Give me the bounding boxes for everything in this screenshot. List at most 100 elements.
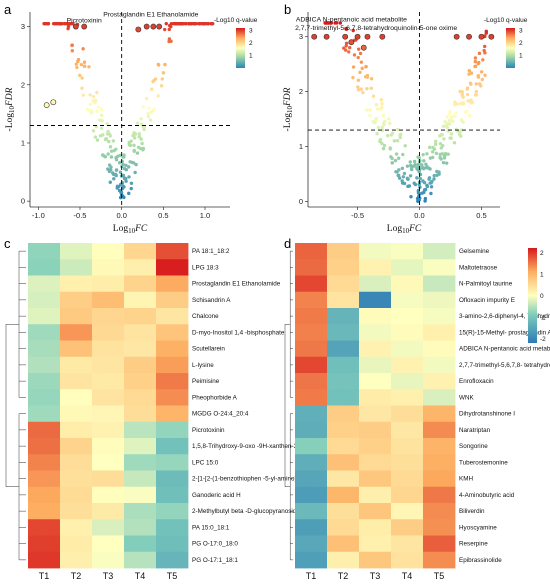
data-point <box>96 105 100 109</box>
heat-cell <box>92 259 104 276</box>
heat-cell <box>380 551 392 569</box>
heat-cell <box>102 454 114 471</box>
data-point <box>43 21 47 26</box>
x-tick-label: -0.5 <box>74 211 87 220</box>
data-point <box>82 60 87 64</box>
data-point <box>95 90 99 95</box>
heat-cell <box>113 503 125 520</box>
data-point <box>431 145 435 150</box>
heat-cell <box>412 324 424 341</box>
data-point <box>147 106 151 110</box>
heat-cell <box>134 389 146 406</box>
data-point <box>473 93 478 97</box>
heat-cell <box>348 421 360 439</box>
data-point <box>342 46 346 50</box>
heat-cell <box>391 259 403 276</box>
data-point <box>79 62 84 67</box>
heat-cell <box>337 470 349 488</box>
heat-cell <box>412 470 424 488</box>
heat-cell <box>92 308 104 325</box>
data-point <box>387 117 391 121</box>
row-label: Naratriptan <box>459 427 491 434</box>
heat-cell <box>70 243 82 260</box>
heat-cell <box>102 503 114 520</box>
data-point <box>117 161 122 165</box>
heat-cell <box>444 486 456 504</box>
data-point <box>109 168 113 172</box>
heat-cell <box>38 454 50 471</box>
data-point <box>107 163 112 167</box>
data-point <box>137 135 141 139</box>
heat-cell <box>38 503 50 520</box>
data-point <box>379 97 384 102</box>
heat-cell <box>380 291 392 309</box>
heat-cell <box>166 503 178 520</box>
heat-cell <box>156 324 168 341</box>
data-point <box>87 65 91 69</box>
heat-cell <box>433 486 445 504</box>
heat-cell <box>113 405 125 423</box>
data-point <box>51 21 56 26</box>
heat-cell <box>444 470 456 488</box>
data-point <box>482 44 487 49</box>
heat-cell <box>295 535 307 553</box>
heat-cell <box>70 454 82 471</box>
data-point <box>181 21 185 26</box>
data-point <box>394 152 399 156</box>
heat-cell <box>102 373 114 390</box>
heat-cell <box>166 275 178 293</box>
heat-cell <box>359 259 371 276</box>
data-point <box>98 134 103 138</box>
heat-cell <box>102 421 114 439</box>
data-point <box>422 159 426 163</box>
heat-cell <box>359 291 371 309</box>
heat-cell <box>348 356 360 374</box>
data-point <box>451 119 455 123</box>
heat-cell <box>444 259 456 276</box>
data-point <box>388 121 392 126</box>
data-point <box>397 176 402 180</box>
heat-cell <box>81 291 93 309</box>
data-point <box>70 49 75 53</box>
heat-cell <box>49 535 61 553</box>
heat-cell <box>423 551 435 569</box>
heat-cell <box>124 259 136 276</box>
heat-cell <box>433 405 445 423</box>
row-label: Enrofloxacin <box>459 378 494 385</box>
data-point <box>359 87 363 91</box>
heat-cell <box>423 486 435 504</box>
heat-cell <box>134 438 146 455</box>
data-point <box>395 138 400 143</box>
data-point <box>206 21 211 26</box>
heat-cell <box>113 519 125 536</box>
y-tick-label: 1 <box>21 138 25 147</box>
heat-cell <box>401 340 413 358</box>
heat-cell <box>305 259 317 276</box>
data-point <box>380 105 384 110</box>
highlighted-point <box>135 26 142 33</box>
heat-cell <box>305 421 317 439</box>
heat-cell <box>337 535 349 553</box>
heat-cell <box>28 356 40 374</box>
heat-cell <box>81 438 93 455</box>
data-point <box>390 161 394 165</box>
heat-cell <box>166 259 178 276</box>
heat-cell <box>145 551 157 569</box>
heat-cell <box>124 356 136 374</box>
data-point <box>403 144 407 148</box>
heat-cell <box>369 470 381 488</box>
heat-cell <box>102 389 114 406</box>
heat-cell <box>113 535 125 553</box>
heat-cell <box>60 454 72 471</box>
heat-cell <box>81 389 93 406</box>
heat-cell <box>433 551 445 569</box>
heat-cell <box>145 308 157 325</box>
heatmap-c: PA 18:1_18:2 LPG 18:3 Prostaglandin E1 Eth… <box>5 243 392 581</box>
heat-cell <box>145 421 157 439</box>
row-label: Biliverdin <box>459 508 485 515</box>
heat-cell <box>28 405 40 423</box>
y-axis-label: -Log10FDR <box>5 87 16 131</box>
heat-cell <box>433 454 445 471</box>
heat-cell <box>369 486 381 504</box>
heat-cell <box>305 243 317 260</box>
